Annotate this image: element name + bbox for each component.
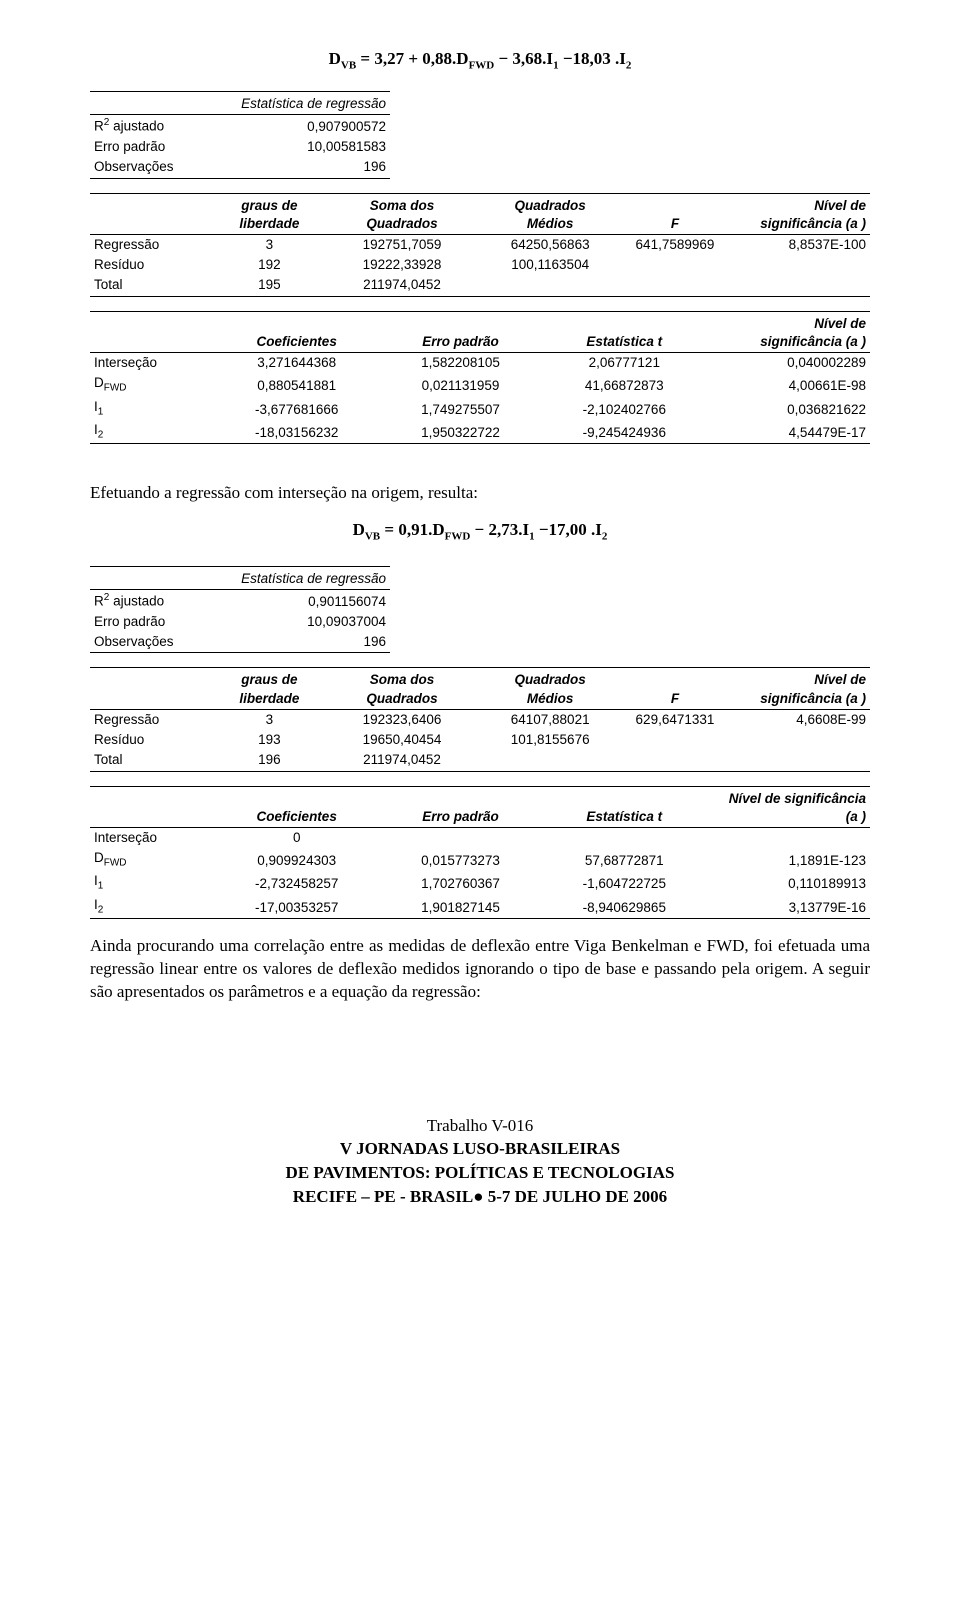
table-row: I2-17,003532571,901827145-8,9406298653,1… xyxy=(90,895,870,919)
page-footer: Trabalho V-016 V JORNADAS LUSO-BRASILEIR… xyxy=(90,1114,870,1209)
header-F: F xyxy=(620,670,729,709)
table-row: DFWD0,8805418810,02113195941,668728734,0… xyxy=(90,373,870,396)
coef-table-1: Coeficientes Erro padrão Estatística t N… xyxy=(90,311,870,444)
table-row: DFWD0,9099243030,01577327357,687728711,1… xyxy=(90,848,870,871)
r2-label: R2 ajustado xyxy=(90,115,241,137)
equation-2: DVB = 0,91.DFWD − 2,73.I1 −17,00 .I2 xyxy=(90,519,870,544)
header-sq: Soma dosQuadrados xyxy=(324,670,480,709)
obs-label: Observações xyxy=(90,632,241,653)
table-row: Total195211974,0452 xyxy=(90,275,870,296)
header-F: F xyxy=(620,196,729,235)
header-t: Estatística t xyxy=(542,789,706,828)
r2-value: 0,901156074 xyxy=(241,590,390,612)
header-err: Erro padrão xyxy=(379,314,543,353)
table-row: Interseção3,2716443681,5822081052,067771… xyxy=(90,353,870,374)
stat-reg-title: Estatística de regressão xyxy=(90,569,390,590)
table-row: Regressão3192323,640664107,88021629,6471… xyxy=(90,709,870,730)
anova-table-1: graus deliberdade Soma dosQuadrados Quad… xyxy=(90,193,870,297)
equation-1: DVB = 3,27 + 0,88.DFWD − 3,68.I1 −18,03 … xyxy=(90,48,870,73)
header-t: Estatística t xyxy=(542,314,706,353)
stat-regression-2: Estatística de regressão R2 ajustado0,90… xyxy=(90,566,390,653)
table-row: Interseção0 xyxy=(90,828,870,849)
mid-sentence: Efetuando a regressão com interseção na … xyxy=(90,482,870,505)
footer-line-4: RECIFE – PE - BRASIL● 5-7 DE JULHO DE 20… xyxy=(90,1185,870,1209)
footer-line-3: DE PAVIMENTOS: POLÍTICAS E TECNOLOGIAS xyxy=(90,1161,870,1185)
table-row: Resíduo19319650,40454101,8155676 xyxy=(90,730,870,750)
err-label: Erro padrão xyxy=(90,612,241,632)
header-sig: Nível de significância(a ) xyxy=(706,789,870,828)
table-row: Resíduo19219222,33928100,1163504 xyxy=(90,255,870,275)
stat-reg-title: Estatística de regressão xyxy=(90,94,390,115)
r2-label: R2 ajustado xyxy=(90,590,241,612)
table-row: Regressão3192751,705964250,56863641,7589… xyxy=(90,235,870,256)
header-gl: graus deliberdade xyxy=(215,196,324,235)
header-sig: Nível designificância (a ) xyxy=(730,670,870,709)
header-qm: QuadradosMédios xyxy=(480,196,620,235)
footer-line-1: Trabalho V-016 xyxy=(90,1114,870,1138)
err-label: Erro padrão xyxy=(90,137,241,157)
header-gl: graus deliberdade xyxy=(215,670,324,709)
coef-table-2: Coeficientes Erro padrão Estatística t N… xyxy=(90,786,870,919)
header-coef: Coeficientes xyxy=(215,789,379,828)
err-value: 10,09037004 xyxy=(241,612,390,632)
header-sq: Soma dosQuadrados xyxy=(324,196,480,235)
table-row: I1-3,6776816661,749275507-2,1024027660,0… xyxy=(90,397,870,420)
table-row: I2-18,031562321,950322722-9,2454249364,5… xyxy=(90,420,870,444)
header-qm: QuadradosMédios xyxy=(480,670,620,709)
err-value: 10,00581583 xyxy=(241,137,390,157)
header-sig: Nível designificância (a ) xyxy=(730,196,870,235)
obs-value: 196 xyxy=(241,632,390,653)
stat-regression-1: Estatística de regressão R2 ajustado0,90… xyxy=(90,91,390,178)
header-err: Erro padrão xyxy=(379,789,543,828)
footer-line-2: V JORNADAS LUSO-BRASILEIRAS xyxy=(90,1137,870,1161)
header-coef: Coeficientes xyxy=(215,314,379,353)
r2-value: 0,907900572 xyxy=(241,115,390,137)
anova-table-2: graus deliberdade Soma dosQuadrados Quad… xyxy=(90,667,870,771)
page: DVB = 3,27 + 0,88.DFWD − 3,68.I1 −18,03 … xyxy=(0,0,960,1249)
table-row: I1-2,7324582571,702760367-1,6047227250,1… xyxy=(90,871,870,894)
obs-label: Observações xyxy=(90,157,241,178)
header-sig: Nível designificância (a ) xyxy=(706,314,870,353)
obs-value: 196 xyxy=(241,157,390,178)
body-paragraph: Ainda procurando uma correlação entre as… xyxy=(90,935,870,1004)
table-row: Total196211974,0452 xyxy=(90,750,870,771)
